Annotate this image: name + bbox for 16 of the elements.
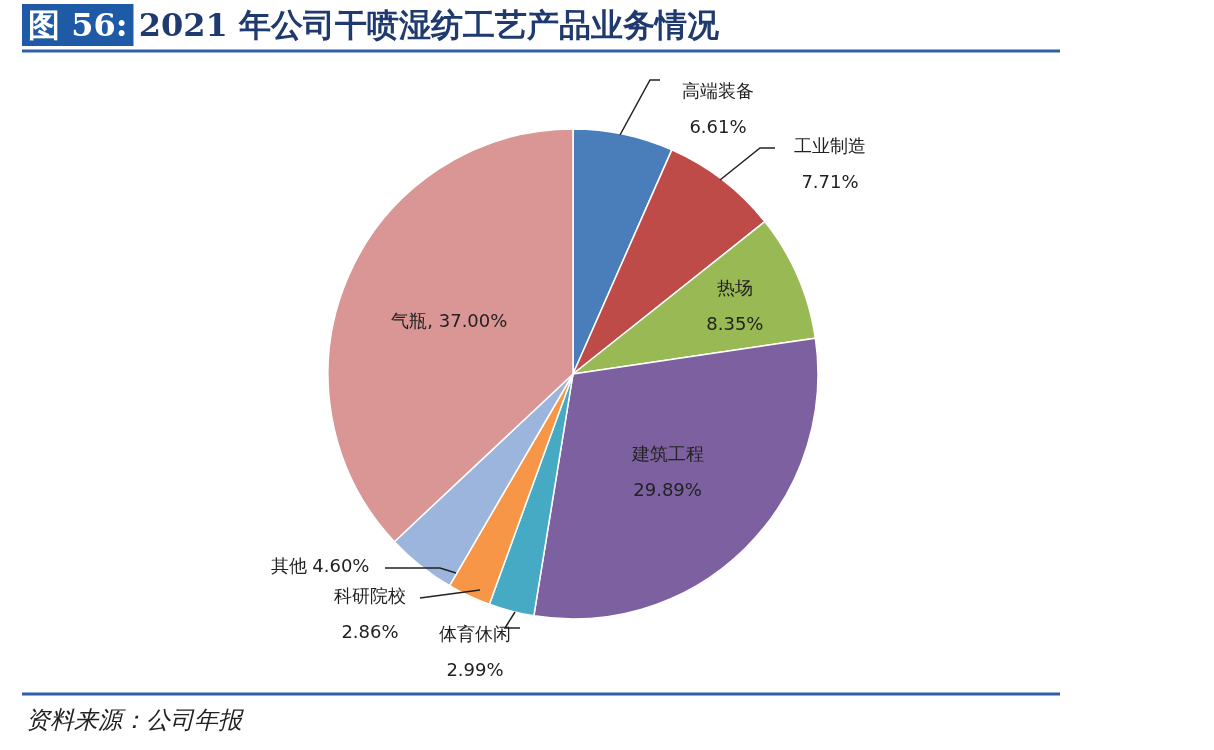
chart-title: 图 56: 2021 年公司干喷湿纺工艺产品业务情况 [28,6,720,44]
data-label: 7.71% [801,171,859,192]
slice-label: 其他 4.60% [270,555,370,576]
slice-label: 体育休闲 [439,623,511,644]
slice-label: 科研院校 [334,585,406,606]
data-label: 2.99% [446,659,504,680]
data-label: 29.89% [633,478,702,500]
slice-label: 气瓶, 37.00% [391,310,508,332]
data-label: 6.61% [689,116,747,137]
text: 资料来源：公司年报 [26,706,244,734]
data-label: 2.86% [341,621,399,642]
slice-label: 工业制造 [794,135,866,156]
data-label: 8.35% [706,312,764,334]
slice-label: 热场 [716,276,753,298]
slice-label: 高端装备 [682,80,754,101]
slice-label: 建筑工程 [630,442,704,464]
